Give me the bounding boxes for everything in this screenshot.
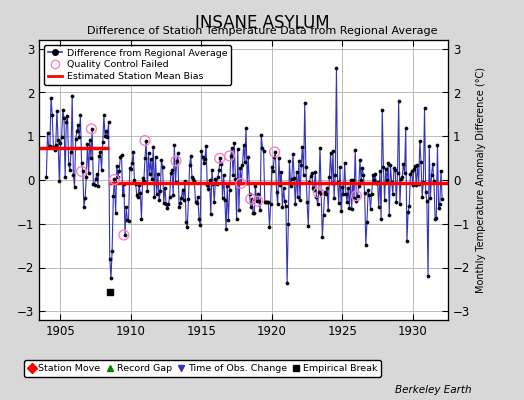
Point [270,149,279,155]
Point [254,198,262,204]
Difference from Regional Average [43,175,49,180]
Point [88,126,96,132]
Difference from Regional Average [110,193,116,198]
Difference from Regional Average [164,206,170,210]
Point [110,176,118,183]
Text: Berkeley Earth: Berkeley Earth [395,385,472,395]
Difference from Regional Average [333,66,340,71]
Point [237,180,245,186]
Line: Difference from Regional Average: Difference from Regional Average [45,67,444,284]
Text: Difference of Station Temperature Data from Regional Average: Difference of Station Temperature Data f… [87,26,437,36]
Y-axis label: Monthly Temperature Anomaly Difference (°C): Monthly Temperature Anomaly Difference (… [476,67,486,293]
Point [246,196,255,202]
Difference from Regional Average [212,177,219,182]
Legend: Station Move, Record Gap, Time of Obs. Change, Empirical Break: Station Move, Record Gap, Time of Obs. C… [24,360,381,377]
Point [78,168,86,175]
Point [119,232,128,238]
Point [225,153,234,159]
Point [141,137,149,144]
Point [172,158,180,164]
Difference from Regional Average [326,175,333,180]
Point [314,189,323,196]
Text: INSANE ASYLUM: INSANE ASYLUM [195,14,329,32]
Difference from Regional Average [293,169,300,174]
Point [352,192,361,199]
Difference from Regional Average [439,197,445,202]
Point [215,155,224,162]
Difference from Regional Average [344,199,350,204]
Difference from Regional Average [284,280,290,285]
